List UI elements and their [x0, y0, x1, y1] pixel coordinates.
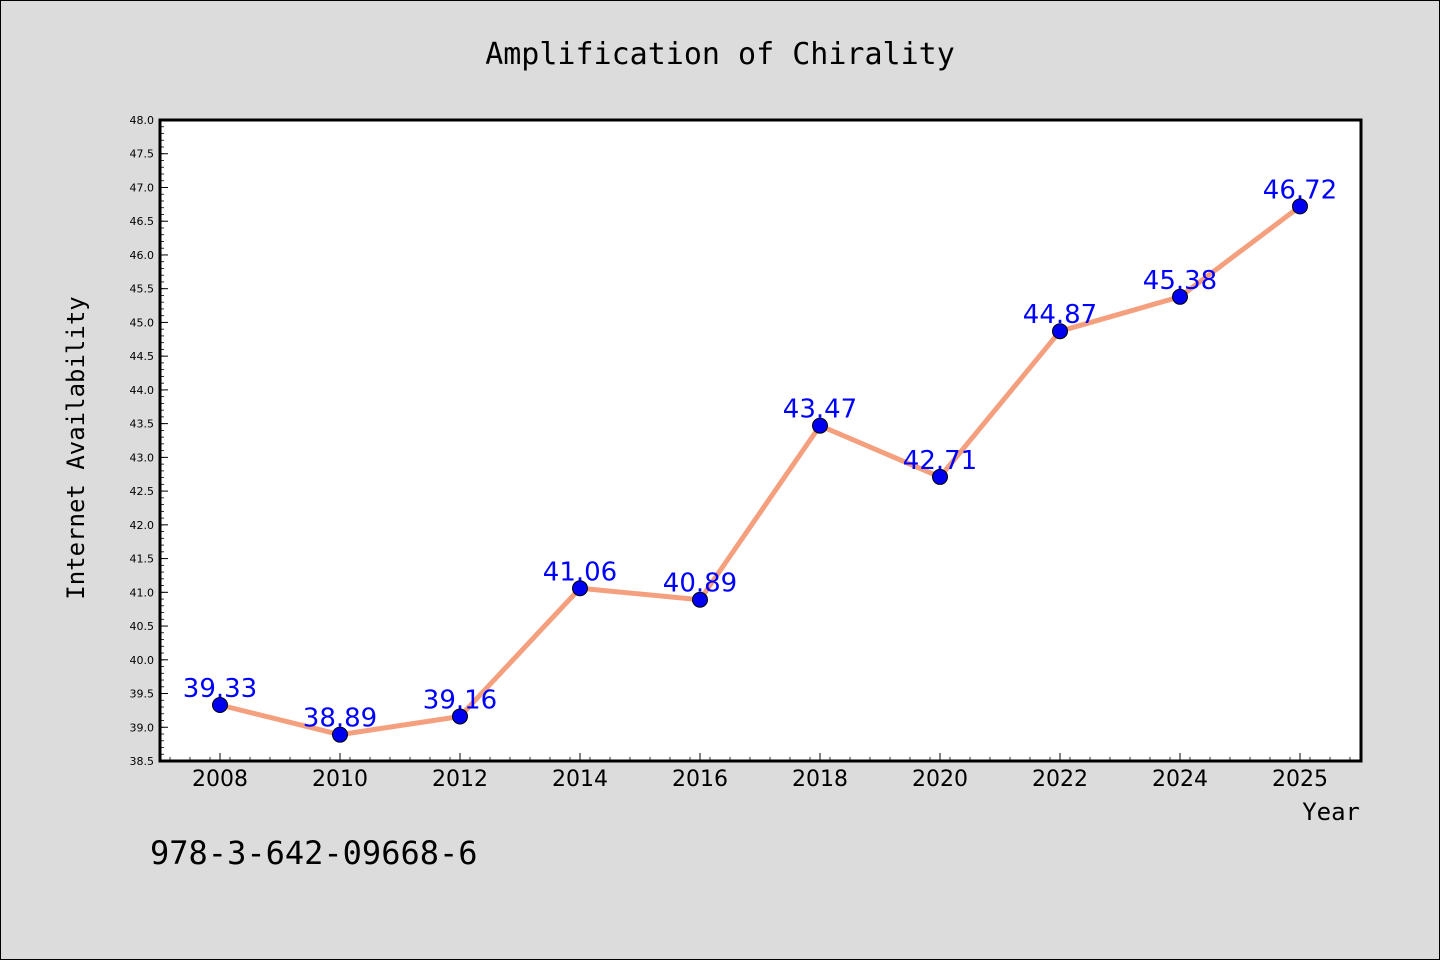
- plot-area: [158, 118, 1363, 763]
- x-axis-ticks: 2008 2010 2012 2014 2016 2018 2020 2022 2024 2025: [169, 753, 1351, 792]
- y-tick-label: 47.0: [130, 181, 155, 194]
- data-point: [572, 580, 588, 597]
- y-tick-label: 41.5: [130, 553, 155, 566]
- series-line-group: [219, 204, 1302, 738]
- chart-title: Amplification of Chirality: [485, 37, 955, 72]
- data-point: [692, 591, 708, 608]
- data-point: [932, 468, 948, 485]
- data-label: 40.89: [663, 569, 737, 599]
- data-point: [812, 417, 828, 434]
- y-tick-label: 42.5: [130, 485, 155, 498]
- data-label: 45.38: [1143, 266, 1217, 296]
- y-tick-label: 40.0: [130, 654, 155, 667]
- data-point: [452, 708, 468, 725]
- y-tick-label: 44.5: [130, 350, 155, 363]
- x-tick-label: 2010: [312, 767, 368, 792]
- y-tick-label: 46.0: [130, 249, 155, 262]
- data-label: 39.33: [183, 674, 257, 704]
- data-markers: [212, 198, 1308, 743]
- y-tick-label: 38.5: [130, 755, 155, 768]
- x-tick-label: 2008: [192, 767, 248, 792]
- y-tick-label: 40.5: [130, 620, 155, 633]
- data-labels: 39.33 38.89 39.16 41.06 40.89 43.47 42.71 44.87…: [183, 175, 1337, 733]
- data-label: 43.47: [783, 395, 857, 425]
- data-point: [1052, 323, 1068, 340]
- y-tick-label: 41.0: [130, 586, 155, 599]
- y-tick-label: 47.5: [130, 148, 155, 161]
- data-label: 42.71: [903, 446, 977, 476]
- y-axis-label: Internet Availability: [62, 296, 90, 599]
- x-axis-label: Year: [1302, 798, 1360, 826]
- x-tick-label: 2014: [552, 767, 608, 792]
- data-point: [332, 726, 348, 743]
- data-point: [1172, 288, 1188, 305]
- series-line: [219, 204, 1302, 738]
- x-tick-label: 2016: [672, 767, 728, 792]
- y-axis-ticks: 38.5 39.0 39.5 40.0 40.5 41.0 41.5 42.0 42.5 43.0…: [130, 114, 168, 768]
- x-tick-label: 2020: [912, 767, 968, 792]
- y-tick-label: 48.0: [130, 114, 155, 127]
- data-label: 41.06: [543, 557, 617, 587]
- y-tick-label: 43.0: [130, 451, 155, 464]
- y-tick-label: 45.0: [130, 316, 155, 329]
- x-tick-label: 2018: [792, 767, 848, 792]
- y-tick-label: 46.5: [130, 215, 155, 228]
- x-tick-label: 2022: [1032, 767, 1088, 792]
- data-label: 38.89: [303, 704, 377, 734]
- x-tick-label: 2024: [1152, 767, 1208, 792]
- y-tick-label: 39.5: [130, 688, 155, 701]
- data-label: 44.87: [1023, 300, 1097, 330]
- y-tick-label: 39.0: [130, 721, 155, 734]
- y-tick-label: 44.0: [130, 384, 155, 397]
- data-label: 46.72: [1263, 175, 1337, 205]
- y-tick-label: 43.5: [130, 418, 155, 431]
- x-tick-label: 2025: [1272, 767, 1328, 792]
- data-point: [1292, 198, 1308, 215]
- x-tick-label: 2012: [432, 767, 488, 792]
- isbn-annotation: 978-3-642-09668-6: [150, 834, 478, 872]
- y-tick-label: 45.5: [130, 283, 155, 296]
- data-label: 39.16: [423, 685, 497, 715]
- y-tick-label: 42.0: [130, 519, 155, 532]
- data-point: [212, 696, 228, 713]
